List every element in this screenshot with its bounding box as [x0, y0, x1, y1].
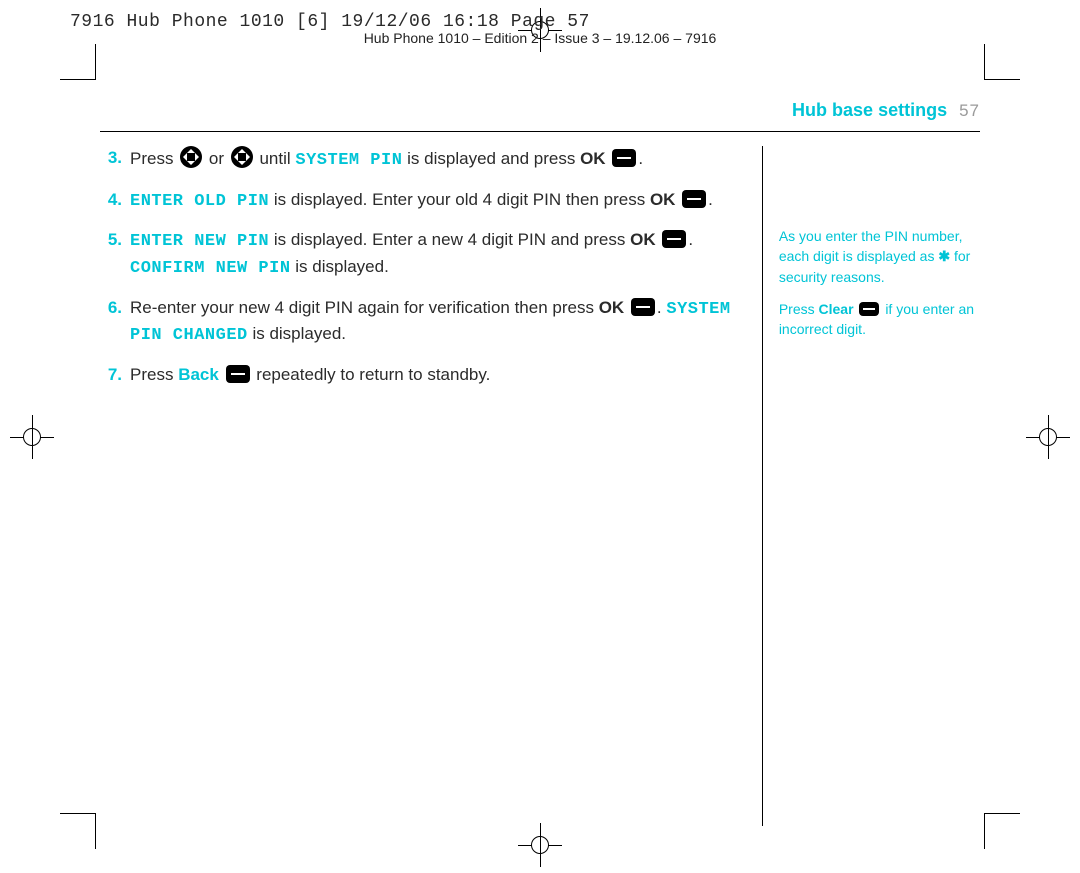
step: 7. Press Back repeatedly to return to sta… — [100, 363, 732, 388]
registration-mark-right — [1026, 415, 1070, 459]
main-column: 3. Press or until SYSTEM PIN is displayed… — [100, 146, 762, 826]
document-header: Hub Phone 1010 – Edition 2 – Issue 3 – 1… — [0, 30, 1080, 46]
step: 4. ENTER OLD PIN is displayed. Enter your… — [100, 188, 732, 215]
horizontal-rule — [100, 131, 980, 132]
bold-text: OK — [599, 298, 625, 317]
crop-mark-tl — [60, 44, 96, 80]
asterisk-icon: ✱ — [938, 248, 950, 264]
softkey-icon — [662, 230, 686, 248]
step-number: 3. — [100, 146, 122, 174]
step: 3. Press or until SYSTEM PIN is displayed… — [100, 146, 732, 174]
step-number: 7. — [100, 363, 122, 388]
sidebar-note-2a: Press — [779, 301, 819, 317]
sidebar-column: As you enter the PIN number, each digit … — [762, 146, 980, 826]
page-number: 57 — [959, 101, 980, 121]
step-number: 5. — [100, 228, 122, 281]
nav-key-icon — [231, 146, 253, 168]
registration-mark-bottom — [518, 823, 562, 867]
sidebar-note-1a: As you enter the PIN number, each digit … — [779, 228, 963, 264]
lcd-text: CONFIRM NEW PIN — [130, 259, 291, 278]
lcd-text: ENTER OLD PIN — [130, 192, 269, 211]
lcd-text: SYSTEM PIN — [295, 151, 402, 170]
section-title: Hub base settings — [792, 100, 947, 121]
registration-mark-left — [10, 415, 54, 459]
softkey-icon — [612, 149, 636, 167]
page-content: Hub base settings 57 3. Press or until SY… — [100, 100, 980, 826]
step-body: Re-enter your new 4 digit PIN again for … — [130, 296, 732, 349]
crop-mark-bl — [60, 813, 96, 849]
sidebar-note-2: Press Clear if you enter an incorrect di… — [779, 299, 980, 340]
sidebar-note-1: As you enter the PIN number, each digit … — [779, 226, 980, 287]
bold-text: OK — [630, 230, 656, 249]
title-row: Hub base settings 57 — [100, 100, 980, 121]
bold-teal-text: Back — [178, 365, 219, 384]
bold-text: OK — [580, 149, 606, 168]
bold-text: OK — [650, 190, 676, 209]
step-body: ENTER NEW PIN is displayed. Enter a new … — [130, 228, 732, 281]
step-number: 6. — [100, 296, 122, 349]
step: 6.Re-enter your new 4 digit PIN again fo… — [100, 296, 732, 349]
nav-key-icon — [180, 146, 202, 168]
step-body: Press Back repeatedly to return to stand… — [130, 363, 732, 388]
softkey-icon — [682, 190, 706, 208]
softkey-icon — [859, 302, 879, 316]
softkey-icon — [226, 365, 250, 383]
step-body: Press or until SYSTEM PIN is displayed a… — [130, 146, 732, 174]
step-body: ENTER OLD PIN is displayed. Enter your o… — [130, 188, 732, 215]
crop-mark-tr — [984, 44, 1020, 80]
lcd-text: ENTER NEW PIN — [130, 232, 269, 251]
step: 5.ENTER NEW PIN is displayed. Enter a ne… — [100, 228, 732, 281]
crop-mark-br — [984, 813, 1020, 849]
step-number: 4. — [100, 188, 122, 215]
prepress-header: 7916 Hub Phone 1010 [6] 19/12/06 16:18 P… — [70, 12, 590, 32]
softkey-icon — [631, 298, 655, 316]
clear-label: Clear — [819, 301, 854, 317]
